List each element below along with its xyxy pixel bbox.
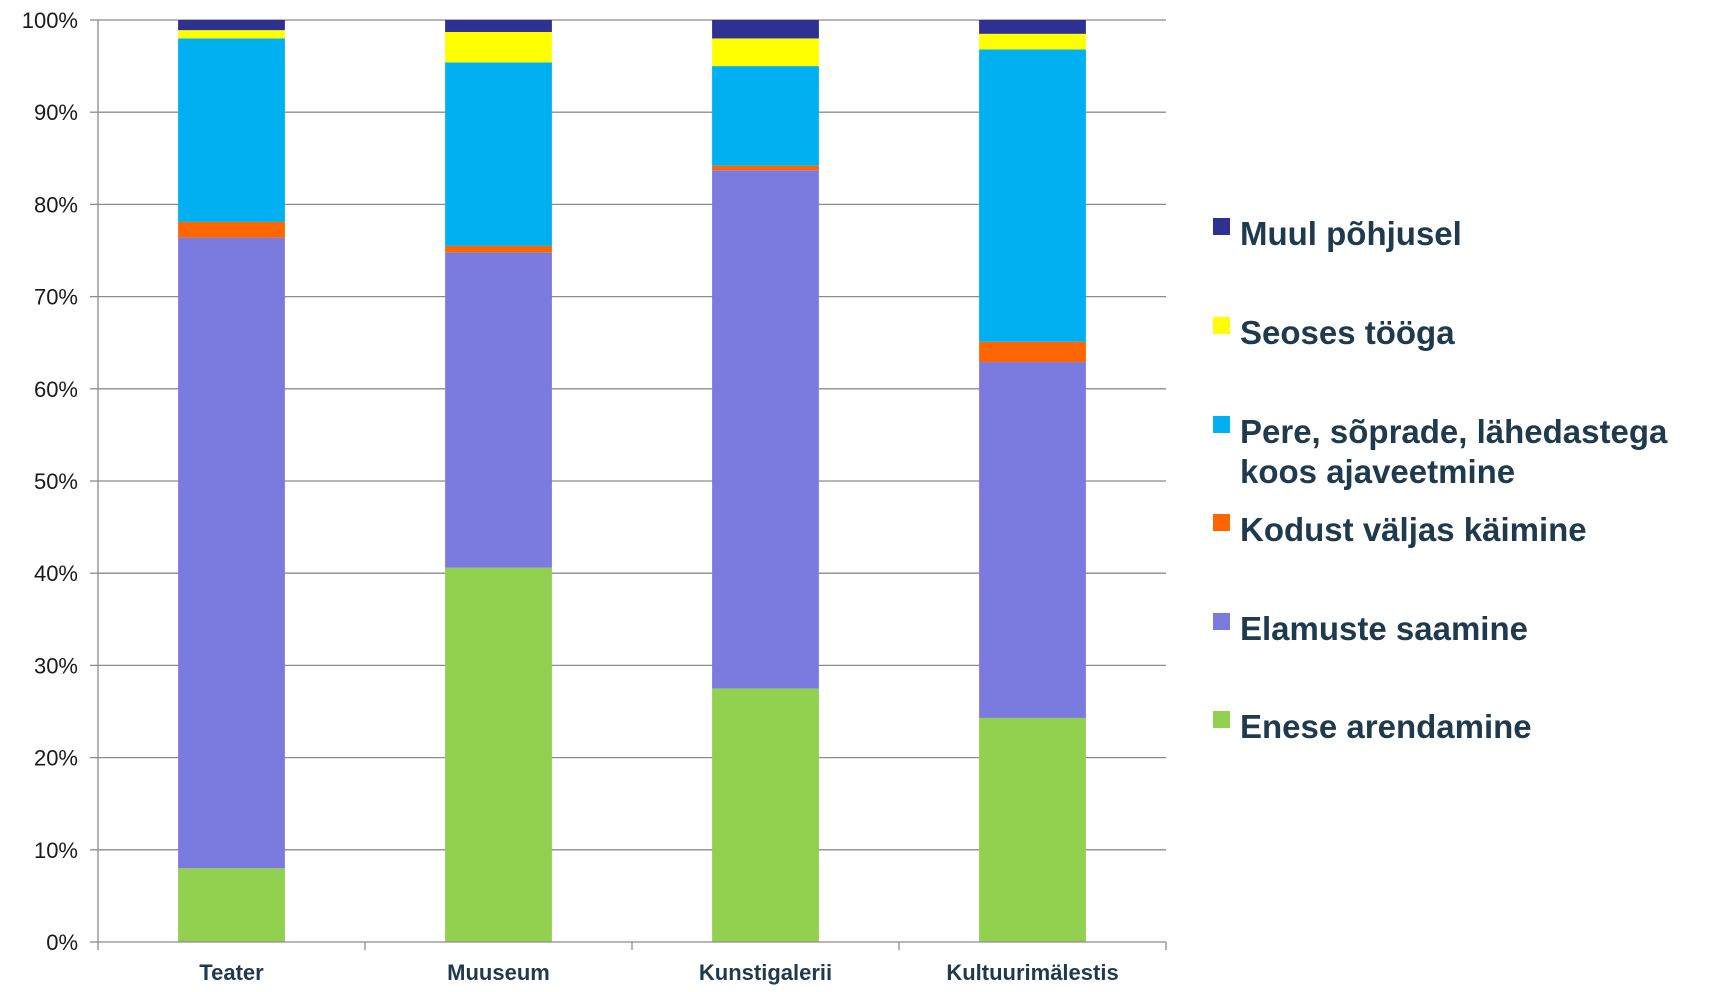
- bar-segment-enese-arendamine: [445, 567, 552, 942]
- y-tick-label: 10%: [34, 838, 78, 863]
- legend-label: Muul põhjusel: [1240, 215, 1462, 252]
- legend-swatch: [1213, 711, 1230, 728]
- legend-label: Elamuste saamine: [1240, 610, 1528, 647]
- legend: Muul põhjusel Seoses tööga Pere, sõprade, …: [1213, 215, 1668, 745]
- legend-item-muul-pohjusel: Muul põhjusel: [1213, 215, 1462, 252]
- x-category-label: Teater: [199, 960, 264, 985]
- y-tick-label: 50%: [34, 469, 78, 494]
- y-tick-label: 0%: [46, 930, 78, 955]
- legend-swatch: [1213, 613, 1230, 630]
- bar-segment-enese-arendamine: [178, 868, 285, 942]
- y-tick-label: 100%: [22, 8, 78, 33]
- bar-segment-kodust-valjas-kaimine: [178, 221, 285, 238]
- bar-segment-elamuste-saamine: [979, 362, 1086, 718]
- bar-segment-muul-pohjusel: [178, 20, 285, 31]
- y-tick-label: 90%: [34, 100, 78, 125]
- bar-segment-elamuste-saamine: [445, 252, 552, 568]
- bar-segment-enese-arendamine: [712, 688, 819, 942]
- bar-segment-kodust-valjas-kaimine: [445, 245, 552, 253]
- bar-segment-muul-pohjusel: [712, 20, 819, 39]
- bar-segment-pere-soprade-lahedastega-koos-ajaveetmine: [979, 49, 1086, 342]
- legend-label: Enese arendamine: [1240, 708, 1532, 745]
- legend-label: Kodust väljas käimine: [1240, 511, 1587, 548]
- bar-segment-seoses-tooga: [445, 31, 552, 63]
- bar-segment-muul-pohjusel: [445, 20, 552, 32]
- legend-item-elamuste-saamine: Elamuste saamine: [1213, 610, 1528, 647]
- legend-swatch: [1213, 317, 1230, 334]
- legend-item-seoses-tooga: Seoses tööga: [1213, 314, 1455, 351]
- bar-segment-pere-soprade-lahedastega-koos-ajaveetmine: [178, 38, 285, 222]
- y-tick-label: 70%: [34, 285, 78, 310]
- legend-swatch: [1213, 514, 1230, 531]
- bar-segment-pere-soprade-lahedastega-koos-ajaveetmine: [712, 66, 819, 166]
- bar-segment-elamuste-saamine: [178, 237, 285, 869]
- legend-swatch: [1213, 218, 1230, 235]
- bar-segment-elamuste-saamine: [712, 170, 819, 689]
- y-tick-label: 40%: [34, 561, 78, 586]
- y-tick-label: 60%: [34, 377, 78, 402]
- bar-segment-seoses-tooga: [712, 38, 819, 67]
- y-tick-label: 30%: [34, 653, 78, 678]
- y-tick-label: 20%: [34, 746, 78, 771]
- bar-segment-seoses-tooga: [979, 33, 1086, 50]
- bar-segment-kodust-valjas-kaimine: [979, 341, 1086, 363]
- bar-segment-kodust-valjas-kaimine: [712, 165, 819, 171]
- legend-label: Pere, sõprade, lähedastega: [1240, 413, 1668, 450]
- y-tick-label: 80%: [34, 192, 78, 217]
- legend-item-enese-arendamine: Enese arendamine: [1213, 708, 1532, 745]
- bar-segment-enese-arendamine: [979, 717, 1086, 942]
- x-category-label: Muuseum: [447, 960, 550, 985]
- bars: [178, 20, 1086, 942]
- legend-swatch: [1213, 416, 1230, 433]
- legend-label: koos ajaveetmine: [1240, 453, 1515, 490]
- legend-label: Seoses tööga: [1240, 314, 1455, 351]
- bar-segment-seoses-tooga: [178, 30, 285, 39]
- bar-segment-pere-soprade-lahedastega-koos-ajaveetmine: [445, 62, 552, 246]
- x-category-label: Kultuurimälestis: [946, 960, 1118, 985]
- x-category-label: Kunstigalerii: [699, 960, 832, 985]
- legend-item-kodust-valjas-kaimine: Kodust väljas käimine: [1213, 511, 1587, 548]
- bar-segment-muul-pohjusel: [979, 20, 1086, 34]
- axes: 0% 10% 20% 30% 40% 50% 60% 70% 80% 90% 100% Teater M…: [22, 8, 1167, 985]
